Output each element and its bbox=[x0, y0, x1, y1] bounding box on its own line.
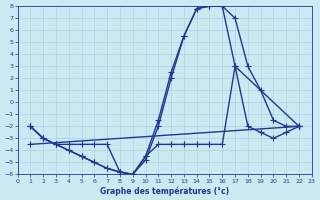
X-axis label: Graphe des températures (°c): Graphe des températures (°c) bbox=[100, 186, 229, 196]
